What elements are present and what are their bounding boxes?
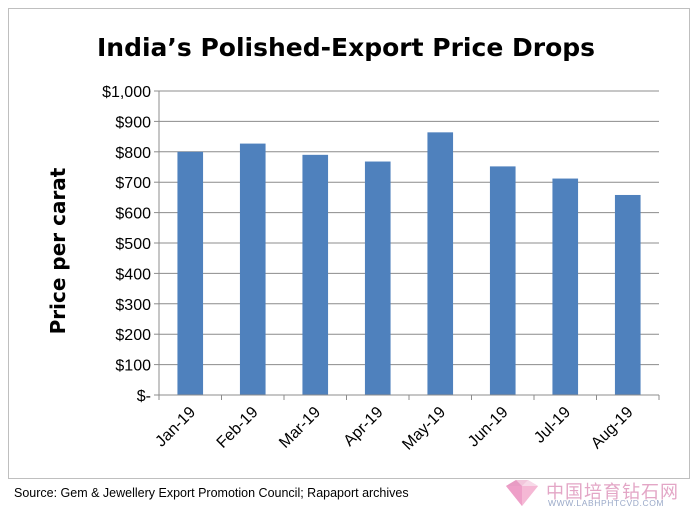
- bar-apr-19: [364, 161, 391, 395]
- y-tick-label: $400: [115, 266, 151, 283]
- bar-chart: India’s Polished-Export Price Drops Pric…: [46, 33, 660, 454]
- watermark: 中国培育钻石网 WWW.LABHPHTCVD.COM: [502, 478, 698, 508]
- x-tick-label: Jul-19: [531, 404, 574, 447]
- y-tick-label: $100: [115, 358, 151, 375]
- y-axis-label: Price per carat: [46, 167, 70, 334]
- axes: [154, 90, 660, 400]
- x-tick-label: Aug-19: [588, 404, 637, 453]
- chart-title: India’s Polished-Export Price Drops: [97, 33, 595, 62]
- bar-may-19: [427, 132, 454, 395]
- bar-jul-19: [552, 178, 579, 395]
- watermark-text: 中国培育钻石网: [546, 482, 679, 503]
- x-tick-label: Apr-19: [341, 404, 387, 450]
- y-tick-label: $800: [115, 145, 151, 162]
- x-tick-label: Mar-19: [276, 404, 324, 452]
- diamond-logo-icon: [506, 480, 538, 506]
- x-tick-labels: Jan-19 Feb-19 Mar-19 Apr-19 May-19 Jun-19 Jul-…: [152, 404, 636, 454]
- y-tick-label: $900: [115, 114, 151, 131]
- y-tick-label: $500: [115, 236, 151, 253]
- watermark-url: WWW.LABHPHTCVD.COM: [548, 498, 665, 508]
- y-tick-label: $300: [115, 297, 151, 314]
- source-note: Source: Gem & Jewellery Export Promotion…: [14, 486, 409, 500]
- y-tick-label: $700: [115, 175, 151, 192]
- y-tick-label: $200: [115, 327, 151, 344]
- y-tick-label: $600: [115, 206, 151, 223]
- x-tick-label: May-19: [399, 404, 449, 454]
- bar-mar-19: [302, 154, 329, 395]
- bar-jun-19: [489, 166, 516, 395]
- bar-jan-19: [177, 151, 204, 395]
- chart-frame: India’s Polished-Export Price Drops Pric…: [8, 8, 690, 479]
- gridlines: [159, 90, 659, 366]
- y-tick-label: $-: [137, 388, 151, 405]
- bar-feb-19: [239, 143, 266, 395]
- x-tick-label: Jun-19: [465, 404, 512, 451]
- y-tick-label: $1,000: [102, 84, 151, 101]
- x-tick-label: Jan-19: [152, 404, 199, 451]
- bar-aug-19: [614, 194, 641, 395]
- x-tick-label: Feb-19: [214, 404, 262, 452]
- bars: [177, 132, 641, 395]
- y-tick-labels: $- $100 $200 $300 $400 $500 $600 $700 $800 $900 $1…: [102, 84, 151, 405]
